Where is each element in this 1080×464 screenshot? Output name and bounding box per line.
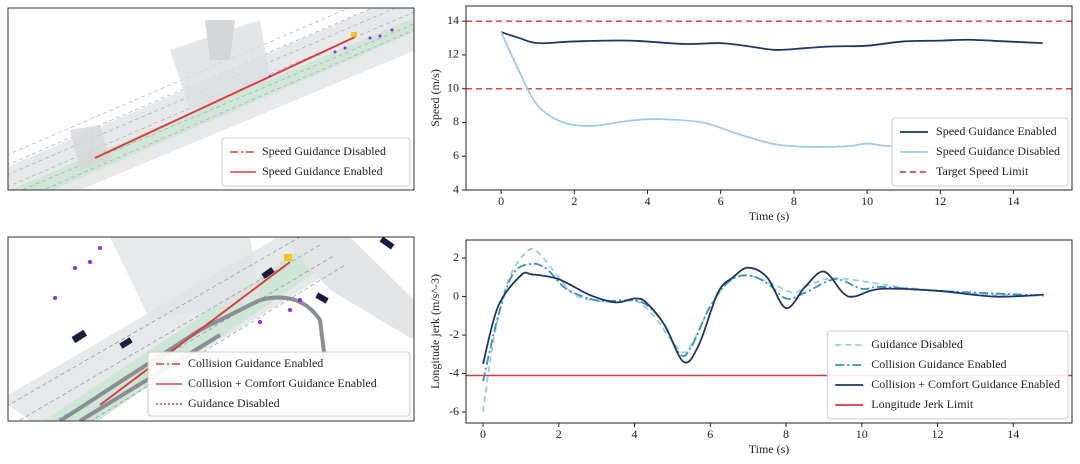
map-legend: Speed Guidance Disabled Speed Guidance E… bbox=[221, 137, 411, 187]
x-tick-label: 10 bbox=[861, 194, 873, 208]
y-tick-label: 0 bbox=[453, 288, 459, 302]
x-tick-label: 6 bbox=[718, 194, 724, 208]
map-legend: Collision Guidance Enabled Collision + C… bbox=[147, 351, 411, 417]
x-tick-label: 0 bbox=[498, 194, 504, 208]
x-tick-label: 4 bbox=[632, 427, 638, 441]
y-tick-label: 14 bbox=[447, 13, 459, 27]
x-tick-label: 14 bbox=[1007, 427, 1019, 441]
legend-label: Guidance Disabled bbox=[871, 337, 963, 351]
series-line bbox=[482, 266, 1044, 365]
legend-label: Collision + Comfort Guidance Enabled bbox=[871, 377, 1060, 391]
x-tick-label: 10 bbox=[856, 427, 868, 441]
y-tick-label: 6 bbox=[453, 148, 459, 162]
map-top bbox=[8, 8, 414, 190]
x-tick-label: 2 bbox=[556, 427, 562, 441]
x-tick-label: 2 bbox=[571, 194, 577, 208]
y-tick-label: -6 bbox=[449, 404, 459, 418]
y-axis-label: Longitude jerk (m/s^-3) bbox=[428, 274, 442, 389]
legend-label: Guidance Disabled bbox=[188, 396, 280, 410]
x-tick-label: 6 bbox=[707, 427, 713, 441]
series-line bbox=[500, 31, 1043, 51]
legend-label: Target Speed Limit bbox=[936, 164, 1029, 178]
x-axis-label: Time (s) bbox=[749, 442, 790, 456]
series-line bbox=[482, 262, 1044, 382]
legend-label: Collision + Comfort Guidance Enabled bbox=[188, 376, 377, 390]
y-axis-label: Speed (m/s) bbox=[428, 69, 442, 127]
x-tick-label: 4 bbox=[645, 194, 651, 208]
legend-label: Speed Guidance Disabled bbox=[262, 144, 386, 158]
legend-box bbox=[891, 117, 1069, 187]
legend-label: Speed Guidance Disabled bbox=[936, 144, 1060, 158]
map-frame bbox=[7, 236, 415, 422]
y-tick-label: 2 bbox=[453, 250, 459, 264]
x-tick-label: 12 bbox=[932, 427, 944, 441]
plot-area bbox=[466, 247, 1072, 413]
y-tick-label: -2 bbox=[449, 327, 459, 341]
legend: Guidance Disabled Collision Guidance Enab… bbox=[826, 330, 1069, 420]
y-tick-label: 4 bbox=[453, 182, 459, 196]
x-tick-label: 8 bbox=[791, 194, 797, 208]
legend-label: Speed Guidance Enabled bbox=[262, 164, 383, 178]
legend-box bbox=[826, 330, 1069, 420]
x-axis-label: Time (s) bbox=[749, 209, 790, 223]
legend-label: Longitude Jerk Limit bbox=[871, 397, 974, 411]
y-tick-label: 8 bbox=[453, 114, 459, 128]
legend-label: Speed Guidance Enabled bbox=[936, 124, 1057, 138]
axes-frame bbox=[465, 5, 1073, 191]
chart: -6 -4 -2 0 2 0 2 4 6 8 10 12 14 Time (s) Longitude jer… bbox=[428, 239, 1073, 456]
x-tick-label: 14 bbox=[1007, 194, 1019, 208]
map-bottom bbox=[8, 237, 414, 421]
x-tick-label: 12 bbox=[934, 194, 946, 208]
legend-label: Collision Guidance Enabled bbox=[188, 356, 323, 370]
x-tick-label: 0 bbox=[480, 427, 486, 441]
legend-label: Collision Guidance Enabled bbox=[871, 357, 1006, 371]
y-tick-label: 12 bbox=[447, 47, 459, 61]
y-tick-label: -4 bbox=[449, 365, 459, 379]
axes-frame bbox=[465, 239, 1073, 424]
legend: Speed Guidance Enabled Speed Guidance Dis… bbox=[891, 117, 1069, 187]
y-tick-label: 10 bbox=[447, 80, 459, 94]
chart: 4 6 8 10 12 14 0 2 4 6 8 10 12 14 Time (s) Speed (m/s) S… bbox=[428, 5, 1073, 223]
x-tick-label: 8 bbox=[783, 427, 789, 441]
map-frame bbox=[7, 7, 415, 191]
